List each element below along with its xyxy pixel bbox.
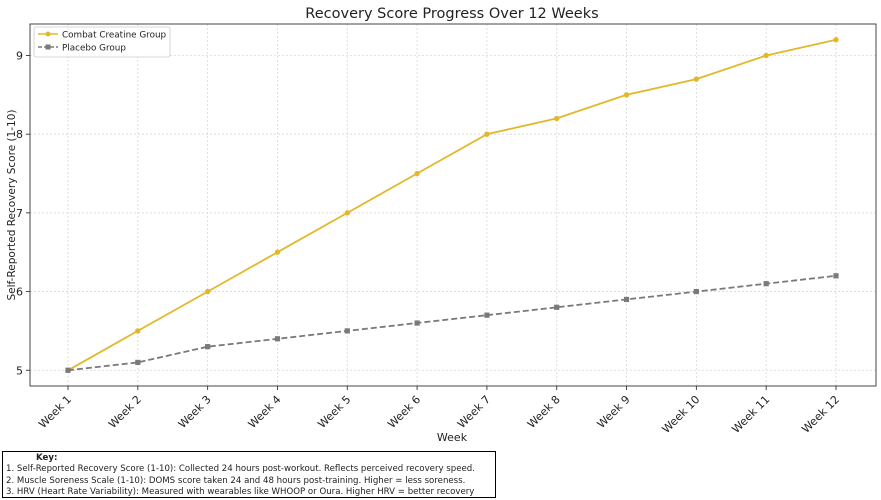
data-point xyxy=(484,131,490,137)
legend-label: Combat Creatine Group xyxy=(62,30,167,40)
data-point xyxy=(274,336,281,342)
legend-marker xyxy=(45,44,51,50)
data-point xyxy=(833,37,839,43)
key-box: Key: 1. Self-Reported Recovery Score (1-… xyxy=(2,451,496,498)
data-point xyxy=(554,304,560,310)
y-tick-label: 7 xyxy=(16,207,23,220)
chart-title: Recovery Score Progress Over 12 Weeks xyxy=(305,6,598,22)
x-axis-label: Week xyxy=(437,431,468,444)
key-line-3: 3. HRV (Heart Rate Variability): Measure… xyxy=(6,487,475,498)
y-tick-label: 8 xyxy=(16,128,23,141)
legend-frame xyxy=(33,26,171,58)
data-point xyxy=(65,367,71,373)
y-tick-label: 6 xyxy=(16,286,23,299)
legend: Combat Creatine Group Placebo Group xyxy=(33,26,171,58)
legend-label: Placebo Group xyxy=(62,43,126,53)
data-point xyxy=(204,288,211,295)
data-point xyxy=(205,344,211,350)
data-point xyxy=(344,210,350,216)
x-tick-label: Week 11 xyxy=(729,393,772,436)
plot-frame xyxy=(29,23,877,387)
data-point xyxy=(623,92,630,98)
x-tick-label: Week 12 xyxy=(799,393,842,436)
x-tick-label: Week 5 xyxy=(315,393,353,431)
data-point xyxy=(414,320,420,326)
data-point xyxy=(693,288,699,295)
y-axis: 5 6 7 8 9 xyxy=(16,49,30,377)
x-tick-label: Week 1 xyxy=(36,393,74,431)
key-title: Key: xyxy=(36,453,58,463)
series-line xyxy=(67,274,837,372)
series-group xyxy=(65,37,839,373)
data-point xyxy=(274,249,281,255)
series-group xyxy=(65,273,839,373)
y-axis-label: Self-Reported Recovery Score (1-10) xyxy=(6,109,18,300)
x-tick-label: Week 10 xyxy=(660,393,703,436)
data-point xyxy=(833,273,839,279)
data-point xyxy=(344,328,350,334)
x-tick-label: Week 4 xyxy=(246,393,284,431)
series-line xyxy=(67,38,837,372)
data-point xyxy=(763,281,769,287)
x-tick-label: Week 6 xyxy=(385,393,423,431)
x-tick-label: Week 2 xyxy=(106,393,144,431)
data-point xyxy=(623,296,630,303)
x-tick-label: Week 9 xyxy=(595,393,633,431)
grid xyxy=(30,24,876,386)
x-tick-label: Week 3 xyxy=(176,393,214,431)
data-point xyxy=(135,359,141,365)
key-line-1: 1. Self-Reported Recovery Score (1-10): … xyxy=(6,464,475,475)
data-point xyxy=(554,115,560,122)
key-line-2: 2. Muscle Soreness Scale (1-10): DOMS sc… xyxy=(6,475,466,486)
data-point xyxy=(135,328,141,334)
x-tick-label: Week 8 xyxy=(525,393,563,431)
legend-marker xyxy=(45,31,51,37)
y-tick-label: 5 xyxy=(16,364,23,377)
data-point xyxy=(763,52,769,59)
series-group xyxy=(65,37,839,373)
x-axis: Week 1 Week 2 Week 3 Week 4 Week 5 Week 6 Week… xyxy=(36,386,842,436)
data-point xyxy=(693,76,700,82)
x-tick-label: Week 7 xyxy=(455,393,493,431)
y-tick-label: 9 xyxy=(16,49,23,62)
data-point xyxy=(414,170,420,177)
data-point xyxy=(484,312,490,318)
